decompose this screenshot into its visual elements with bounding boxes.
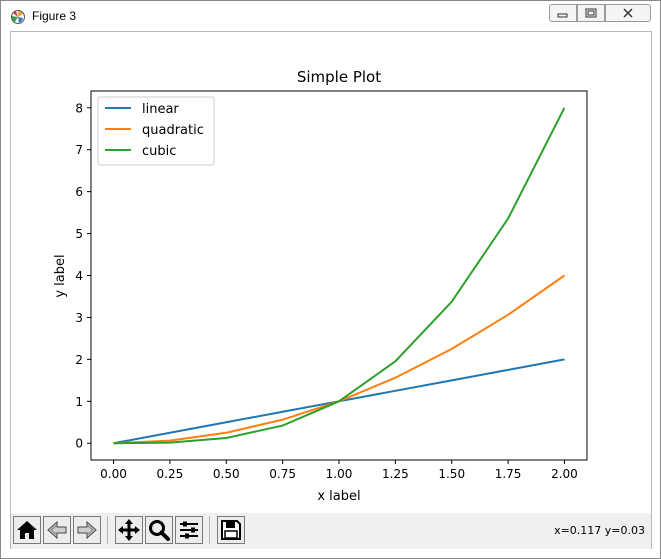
forward-button[interactable] (73, 516, 101, 544)
save-icon (221, 520, 241, 540)
y-tick-label: 4 (75, 269, 83, 283)
legend-label-linear: linear (142, 102, 179, 117)
zoom-icon (149, 520, 170, 541)
title-bar[interactable]: Figure 3 (1, 1, 660, 31)
y-tick-label: 0 (75, 437, 83, 451)
window-title: Figure 3 (32, 9, 77, 23)
close-button[interactable] (605, 4, 651, 22)
series-lines (113, 107, 566, 445)
x-tick-label: 1.75 (495, 467, 522, 481)
minimize-icon (557, 13, 568, 18)
x-tick-label: 0.75 (269, 467, 296, 481)
home-button[interactable] (13, 516, 41, 544)
cursor-coordinates: x=0.117 y=0.03 (554, 524, 645, 537)
y-tick-label: 1 (75, 395, 83, 409)
x-axis-label: x label (317, 489, 360, 504)
y-tick-label: 5 (75, 227, 83, 241)
y-ticks: 0 1 2 3 4 5 6 7 8 (75, 101, 91, 451)
x-tick-label: 1.25 (382, 467, 409, 481)
x-ticks: 0.00 0.25 0.50 0.75 1.00 1.25 1.50 1.75 2.00 (100, 460, 578, 481)
zoom-button[interactable] (145, 516, 173, 544)
maximize-button[interactable] (577, 4, 605, 22)
legend-label-cubic: cubic (142, 144, 176, 159)
back-button[interactable] (43, 516, 71, 544)
pan-button[interactable] (115, 516, 143, 544)
forward-icon (77, 520, 97, 540)
toolbar-separator (209, 516, 210, 544)
matplotlib-app-icon (11, 10, 25, 24)
back-icon (47, 520, 67, 540)
y-tick-label: 6 (75, 185, 83, 199)
legend-label-quadratic: quadratic (142, 123, 204, 138)
home-icon (17, 521, 37, 539)
chart-title: Simple Plot (297, 68, 381, 86)
save-button[interactable] (217, 516, 245, 544)
x-tick-label: 1.50 (438, 467, 465, 481)
close-icon (623, 8, 633, 18)
configure-subplots-icon (180, 521, 198, 539)
maximize-icon (585, 8, 597, 18)
x-tick-label: 0.00 (100, 467, 127, 481)
x-tick-label: 1.00 (326, 467, 353, 481)
series-line-cubic (113, 107, 566, 445)
y-axis-label: y label (53, 254, 68, 297)
figure-canvas[interactable]: Simple Plot x label y label 0.00 0.25 0.50… (1, 1, 661, 513)
navigation-toolbar: x=0.117 y=0.03 (11, 513, 651, 549)
y-tick-label: 7 (75, 143, 83, 157)
pan-icon (118, 519, 140, 541)
legend-box (97, 96, 215, 166)
x-tick-label: 0.50 (213, 467, 240, 481)
configure-subplots-button[interactable] (175, 516, 203, 544)
x-tick-label: 2.00 (551, 467, 578, 481)
y-tick-label: 2 (75, 353, 83, 367)
toolbar-separator (107, 516, 108, 544)
minimize-button[interactable] (549, 4, 577, 22)
y-tick-label: 8 (75, 101, 83, 115)
y-tick-label: 3 (75, 311, 83, 325)
legend: linear quadratic cubic (97, 96, 215, 166)
x-tick-label: 0.25 (157, 467, 184, 481)
